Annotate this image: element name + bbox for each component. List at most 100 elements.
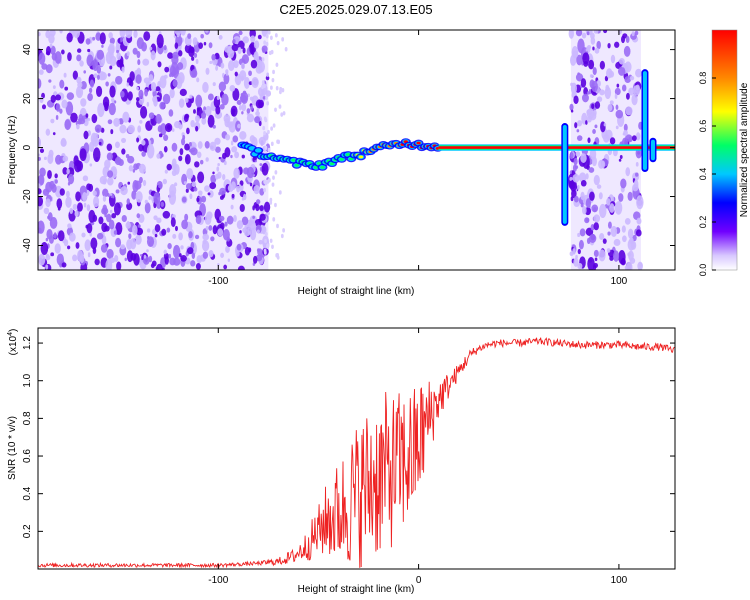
spectrogram-noise-cell (218, 215, 225, 222)
spectrogram-noise-cell (577, 248, 581, 255)
spectrogram-noise-cell (99, 32, 106, 45)
spectrogram-noise-cell (270, 141, 274, 147)
spectrogram-noise-cell (167, 52, 174, 59)
spectrogram-noise-cell (142, 179, 147, 187)
spectrogram-noise-cell (135, 86, 139, 91)
spectrogram-ridge-core (256, 149, 261, 152)
spectrogram-noise-cell (66, 190, 70, 198)
snr-y-tick-label: 1.2 (22, 336, 33, 350)
spectrogram-noise-cell (244, 229, 251, 237)
spectrogram-noise-cell (569, 103, 574, 111)
spectrogram-noise-cell (124, 257, 127, 262)
spectrogram-noise-cell (592, 207, 597, 213)
spectrogram-noise-cell (625, 134, 633, 142)
spectrogram-noise-cell (587, 44, 592, 50)
spectrogram-noise-cell (609, 70, 615, 78)
spectrogram-noise-cell (259, 188, 265, 196)
spectrogram-noise-cell (265, 41, 269, 47)
spectrogram-noise-cell (618, 66, 626, 76)
spectrogram-noise-cell (569, 177, 573, 181)
spectrogram-noise-cell (242, 47, 246, 54)
spectrogram-noise-cell (618, 58, 625, 65)
spectrogram-noise-cell (66, 168, 70, 175)
snr-y-tick-label: 0.4 (22, 486, 33, 500)
spectrogram-noise-cell (253, 51, 259, 60)
spectrogram-noise-cell (59, 108, 63, 114)
spectrogram-noise-cell (181, 138, 186, 146)
spectrogram-noise-cell (578, 172, 587, 183)
spectrogram-noise-cell (607, 103, 613, 112)
spectrogram-noise-cell (106, 213, 112, 223)
spectrogram-noise-cell (282, 111, 286, 116)
spectrogram-noise-cell (171, 128, 175, 132)
spectrogram-noise-cell (144, 202, 151, 214)
spectrogram-noise-cell (249, 135, 256, 143)
spectrogram-noise-cell (96, 232, 104, 240)
spectrogram-noise-cell (49, 30, 56, 37)
spectrogram-noise-cell (53, 232, 57, 239)
spectrogram-noise-cell (614, 201, 623, 215)
spectrogram-noise-cell (177, 72, 185, 84)
spectrogram-noise-cell (143, 31, 151, 41)
spectrogram-noise-cell (231, 193, 235, 199)
spectrogram-noise-cell (137, 59, 141, 66)
spectrogram-noise-cell (598, 159, 605, 169)
spectrogram-noise-cell (238, 30, 243, 36)
spectrogram-streak-core (562, 125, 567, 224)
spectrogram-noise-cell (72, 70, 78, 80)
spectrogram-noise-cell (241, 197, 245, 201)
spectrogram-noise-cell (121, 214, 127, 223)
spectrogram-noise-cell (217, 171, 222, 179)
spectrogram-noise-cell (79, 148, 87, 162)
spectrogram-noise-cell (166, 163, 172, 171)
spectrogram-noise-cell (272, 123, 276, 128)
spectrogram-noise-cell (217, 163, 220, 167)
spectrogram-noise-cell (237, 46, 242, 55)
spectrogram-noise-cell (101, 207, 109, 215)
spectrogram-noise-cell (62, 167, 68, 175)
spectrogram-noise-cell (631, 31, 635, 37)
spectrogram-noise-cell (155, 113, 162, 124)
spectrogram-noise-cell (45, 51, 50, 56)
spectrogram-noise-cell (252, 215, 256, 219)
spectrogram-noise-cell (250, 228, 257, 241)
spectrogram-noise-cell (212, 225, 218, 235)
spectrogram-noise-cell (207, 192, 211, 196)
spectrogram-noise-cell (77, 202, 83, 212)
spectrogram-noise-cell (168, 109, 174, 117)
spectrogram-noise-cell (193, 53, 198, 58)
spectrogram-noise-cell (67, 173, 75, 185)
snr-scale-prefix: (x10 (8, 335, 19, 355)
spectrogram-noise-cell (239, 203, 245, 213)
spectrogram-noise-cell (253, 184, 260, 195)
spectrogram-noise-cell (589, 148, 597, 161)
spectrogram-noise-cell (45, 30, 51, 39)
spectrogram-noise-cell (62, 155, 69, 162)
spectrogram-noise-cell (246, 113, 255, 123)
spectrogram-noise-cell (255, 111, 260, 116)
spectrogram-noise-cell (74, 159, 82, 173)
spectrogram-noise-cell (279, 86, 283, 92)
spectrogram-noise-cell (45, 264, 49, 270)
spectrogram-noise-cell (169, 88, 175, 99)
spectrogram-noise-cell (50, 118, 55, 124)
snr-plot-area (38, 337, 675, 569)
spectrogram-noise-cell (585, 48, 589, 52)
spectrogram-noise-cell (599, 60, 605, 70)
spectrogram-noise-cell (106, 248, 114, 259)
spectrogram-noise-cell (276, 139, 280, 144)
spectrogram-noise-cell (138, 143, 144, 152)
spectrogram-noise-cell (166, 227, 171, 233)
spectrogram-ridge-core (349, 157, 354, 161)
spectrogram-noise-cell (63, 72, 67, 78)
spectrogram-noise-cell (75, 191, 81, 202)
spectrogram-noise-cell (623, 45, 631, 57)
spectrogram-noise-cell (127, 181, 131, 185)
spectrogram-noise-cell (38, 153, 41, 157)
spectrogram-noise-cell (625, 35, 630, 44)
spectrogram-noise-cell (158, 133, 163, 138)
spectrogram-noise-cell (74, 210, 79, 217)
spectrogram-noise-cell (66, 92, 75, 100)
spectrogram-noise-cell (585, 173, 589, 180)
spectrogram-noise-cell (103, 101, 109, 112)
